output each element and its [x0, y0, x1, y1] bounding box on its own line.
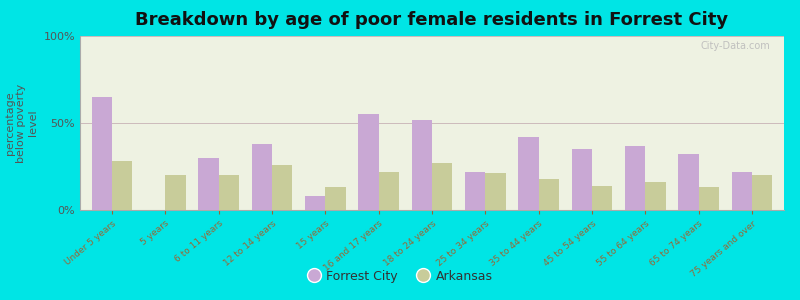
- Bar: [326, 188, 346, 210]
- Title: Breakdown by age of poor female residents in Forrest City: Breakdown by age of poor female resident…: [135, 11, 729, 29]
- Bar: [465, 172, 486, 210]
- Bar: [572, 149, 592, 210]
- Bar: [252, 144, 272, 210]
- Bar: [166, 175, 186, 210]
- Bar: [412, 119, 432, 210]
- Bar: [112, 161, 132, 210]
- Bar: [518, 137, 538, 210]
- Bar: [198, 158, 218, 210]
- Bar: [592, 186, 612, 210]
- Text: City-Data.com: City-Data.com: [700, 41, 770, 51]
- Bar: [752, 175, 772, 210]
- Bar: [92, 97, 112, 210]
- Bar: [272, 165, 292, 210]
- Bar: [358, 114, 378, 210]
- Bar: [486, 173, 506, 210]
- Bar: [378, 172, 399, 210]
- Bar: [432, 163, 452, 210]
- Bar: [698, 188, 719, 210]
- Bar: [305, 196, 326, 210]
- Bar: [538, 179, 559, 210]
- Legend: Forrest City, Arkansas: Forrest City, Arkansas: [302, 265, 498, 288]
- Bar: [646, 182, 666, 210]
- Bar: [678, 154, 698, 210]
- Bar: [732, 172, 752, 210]
- Y-axis label: percentage
below poverty
level: percentage below poverty level: [5, 83, 38, 163]
- Bar: [625, 146, 646, 210]
- Bar: [218, 175, 239, 210]
